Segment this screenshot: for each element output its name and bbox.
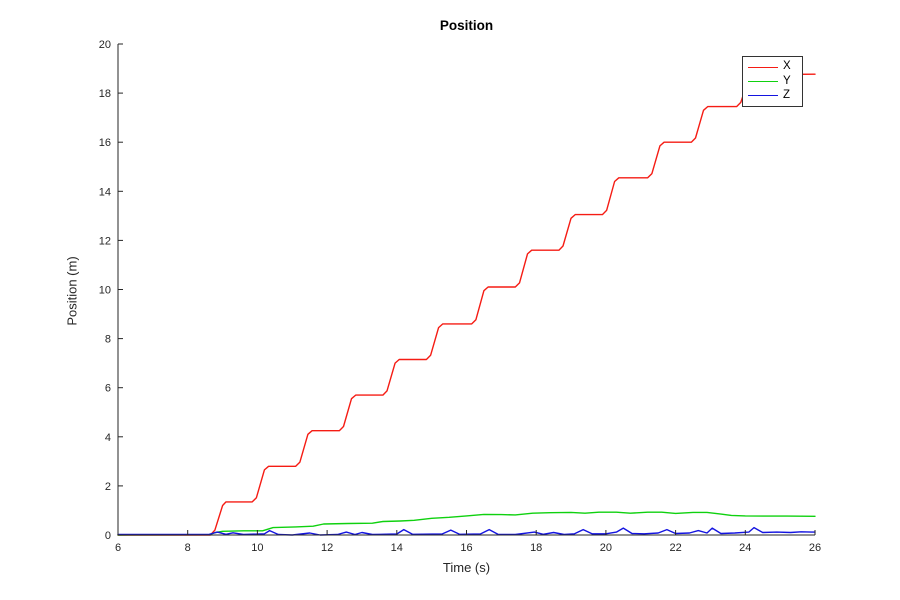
x-tick-label: 16	[460, 542, 472, 554]
y-tick-label: 6	[105, 383, 111, 395]
legend-line-sample-y	[748, 80, 778, 82]
x-tick-label: 8	[185, 542, 191, 554]
x-tick-label: 14	[391, 542, 403, 554]
legend-label-y: Y	[783, 74, 791, 87]
y-tick-label: 18	[99, 88, 111, 100]
legend-line-sample-x	[748, 66, 778, 68]
y-tick-label: 2	[105, 481, 111, 493]
y-tick-label: 4	[105, 432, 111, 444]
x-tick-label: 18	[530, 542, 542, 554]
y-tick-label: 16	[99, 137, 111, 149]
legend[interactable]: X Y Z	[742, 56, 803, 107]
series-line-y	[117, 511, 816, 536]
legend-label-z: Z	[783, 89, 791, 102]
y-tick-label: 0	[105, 530, 111, 542]
y-tick-label: 20	[99, 39, 111, 51]
x-tick-label: 26	[809, 542, 821, 554]
legend-entry-z[interactable]: Z	[743, 89, 802, 103]
y-tick-label: 14	[99, 186, 111, 198]
x-tick-label: 24	[739, 542, 751, 554]
legend-entry-y[interactable]: Y	[743, 74, 802, 88]
x-tick-label: 6	[115, 542, 121, 554]
series-line-x	[117, 73, 816, 536]
y-tick-label: 8	[105, 334, 111, 346]
x-tick-label: 20	[600, 542, 612, 554]
x-tick-label: 10	[251, 542, 263, 554]
legend-label-x: X	[783, 60, 791, 73]
y-tick-label: 12	[99, 235, 111, 247]
legend-line-sample-z	[748, 95, 778, 97]
chart-title: Position	[439, 18, 494, 33]
x-axis-label: Time (s)	[442, 560, 491, 575]
x-tick-label: 12	[321, 542, 333, 554]
legend-entry-x[interactable]: X	[743, 60, 802, 74]
axis-lines	[117, 44, 815, 536]
x-tick-label: 22	[669, 542, 681, 554]
y-tick-label: 10	[99, 285, 111, 297]
